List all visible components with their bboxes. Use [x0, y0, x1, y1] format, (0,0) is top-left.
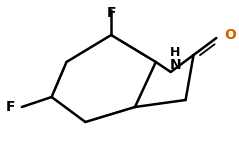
Text: H: H	[170, 45, 180, 59]
Text: O: O	[224, 28, 236, 42]
Text: F: F	[5, 100, 15, 114]
Text: N: N	[170, 58, 181, 72]
Text: F: F	[106, 6, 116, 20]
